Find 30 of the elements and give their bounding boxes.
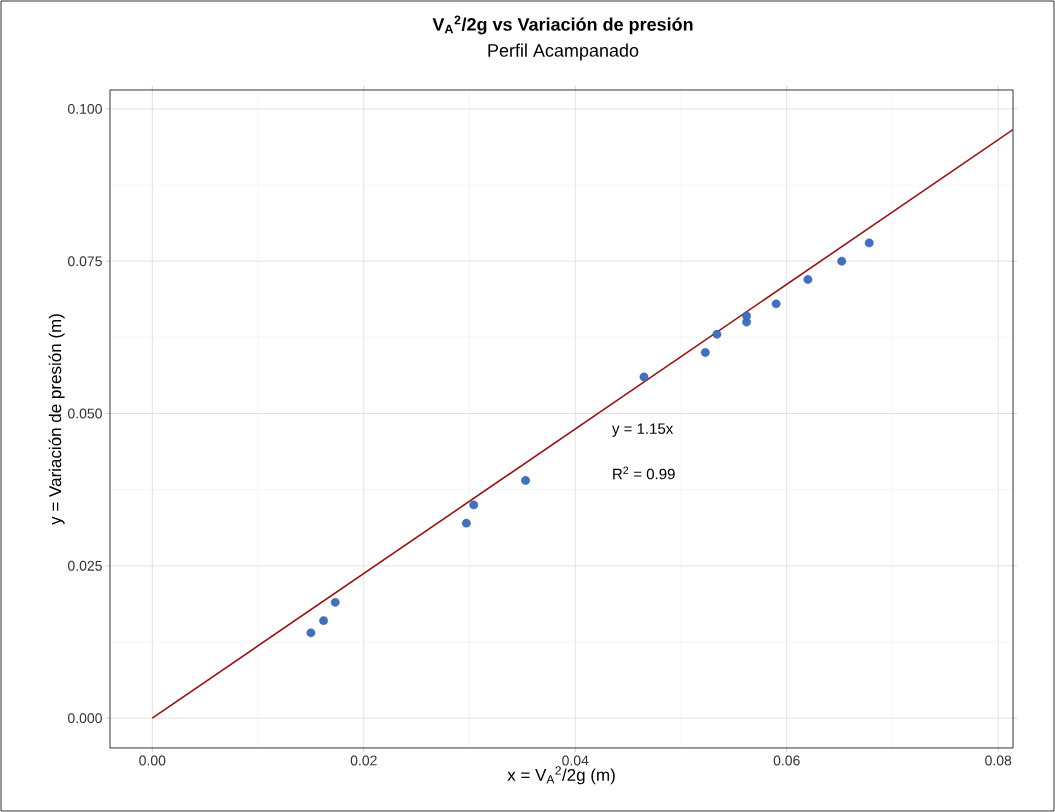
x-tick-label: 0.00: [139, 755, 166, 766]
y-tick-label: 0.050: [68, 408, 102, 419]
point: [306, 628, 316, 638]
x-tick-label: 0.04: [562, 755, 589, 766]
x-tick-label: 0.06: [773, 755, 800, 766]
point: [742, 311, 751, 321]
chart-subtitle: Perfil Acampanado: [488, 43, 639, 61]
point: [330, 597, 340, 607]
point: [700, 348, 710, 357]
point: [639, 372, 649, 382]
point: [803, 275, 813, 284]
point: [864, 238, 874, 248]
x-tick-label: 0.02: [350, 755, 377, 766]
point: [771, 299, 781, 309]
point: [837, 256, 847, 266]
point: [319, 616, 328, 626]
y-tick-label: 0.000: [68, 713, 102, 724]
point: [461, 518, 471, 528]
x-axis-title: x = V$_{A}$$^{2}$/2g (m): [507, 766, 615, 785]
y-tick-label: 0.100: [68, 103, 102, 114]
y-tick-label: 0.025: [68, 560, 102, 571]
x-tick-label: 0.08: [985, 755, 1012, 766]
y-axis-title: y = Variación de presión (m): [48, 314, 65, 525]
point: [712, 329, 722, 339]
annotation: y = 1.15x: [612, 423, 674, 437]
point: [469, 500, 479, 510]
annotation: R$^{2}$ = 0.99: [613, 466, 675, 480]
point: [521, 476, 530, 485]
y-tick-label: 0.075: [68, 256, 102, 267]
chart-title: V$_{A}$$^{2}$/2g vs Variación de presión: [432, 15, 693, 35]
